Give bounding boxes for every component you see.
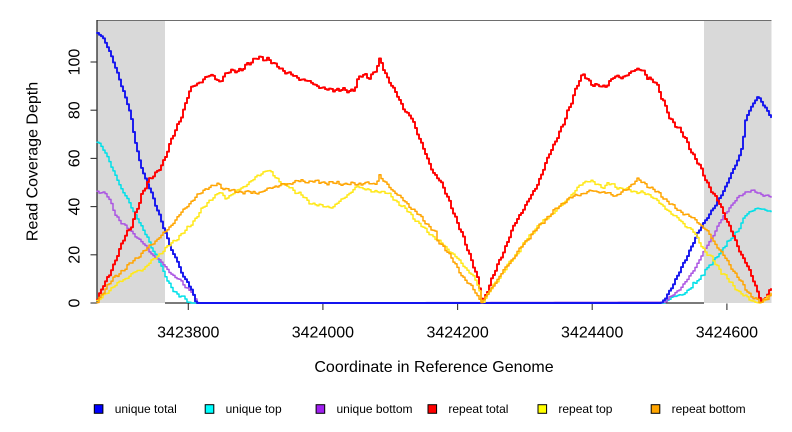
svg-text:unique bottom: unique bottom <box>337 402 413 416</box>
svg-text:80: 80 <box>67 101 84 119</box>
svg-text:3424600: 3424600 <box>696 325 758 342</box>
svg-text:60: 60 <box>67 149 84 167</box>
svg-text:Coordinate in Reference Genome: Coordinate in Reference Genome <box>314 359 553 376</box>
svg-text:3424400: 3424400 <box>561 325 623 342</box>
svg-text:unique top: unique top <box>226 402 282 416</box>
svg-text:3423800: 3423800 <box>157 325 219 342</box>
svg-text:20: 20 <box>67 246 84 264</box>
svg-text:unique total: unique total <box>115 402 177 416</box>
svg-text:repeat total: repeat total <box>448 402 508 416</box>
svg-text:40: 40 <box>67 198 84 216</box>
svg-text:100: 100 <box>67 49 84 76</box>
svg-text:repeat bottom: repeat bottom <box>672 402 746 416</box>
svg-text:3424000: 3424000 <box>292 325 354 342</box>
svg-text:repeat top: repeat top <box>558 402 612 416</box>
svg-text:0: 0 <box>67 298 84 307</box>
svg-text:Read Coverage Depth: Read Coverage Depth <box>24 82 41 241</box>
svg-text:3424200: 3424200 <box>426 325 488 342</box>
